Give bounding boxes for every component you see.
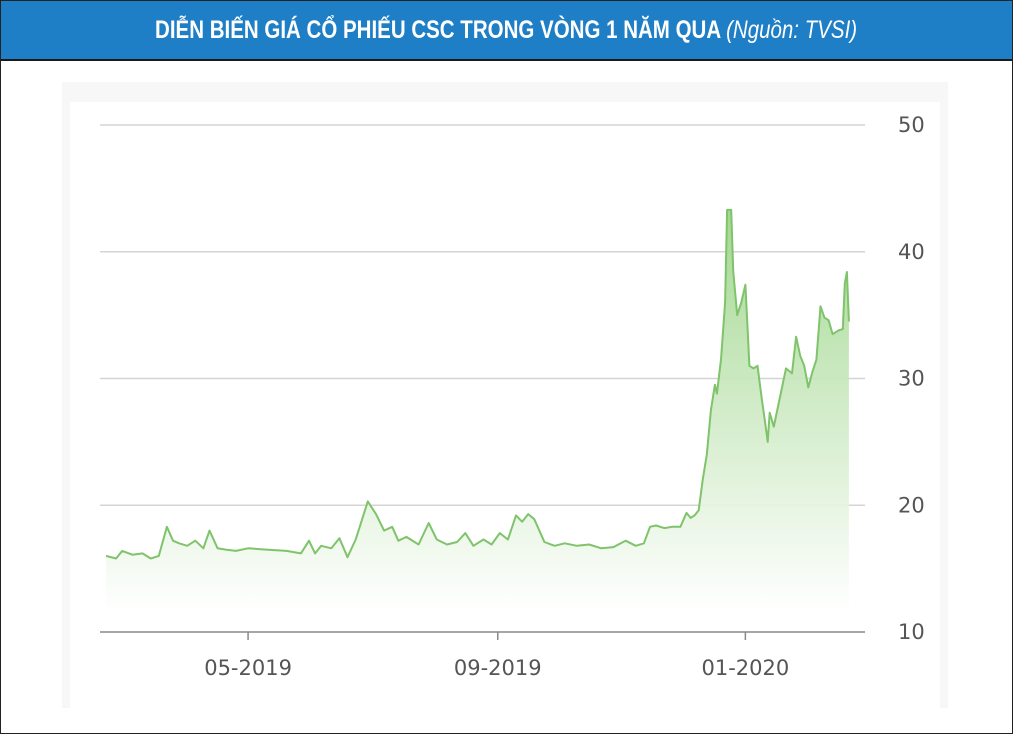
y-axis-ticks: 10 20 30 40 50 — [898, 113, 925, 644]
y-tick-label: 20 — [898, 493, 925, 517]
y-tick-label: 30 — [898, 367, 925, 391]
price-area-fill — [106, 209, 849, 613]
x-axis-ticks: 05-2019 09-2019 01-2020 — [204, 632, 789, 680]
y-tick-label: 10 — [898, 620, 925, 644]
x-tick-label: 05-2019 — [204, 656, 292, 680]
area-layer — [105, 208, 850, 613]
x-tick-label: 09-2019 — [454, 656, 542, 680]
title-text: DIỄN BIẾN GIÁ CỔ PHIẾU CSC TRONG VÒNG 1 … — [155, 15, 721, 44]
title-banner: DIỄN BIẾN GIÁ CỔ PHIẾU CSC TRONG VÒNG 1 … — [1, 1, 1012, 61]
y-tick-label: 50 — [898, 113, 925, 137]
chart-title: DIỄN BIẾN GIÁ CỔ PHIẾU CSC TRONG VÒNG 1 … — [155, 16, 857, 45]
source-note: (Nguồn: TVSI) — [726, 15, 858, 44]
price-chart: 10 20 30 40 50 05-2019 09-2019 01-2020 — [62, 82, 948, 708]
x-tick-label: 01-2020 — [701, 656, 789, 680]
price-line — [105, 208, 850, 560]
y-tick-label: 40 — [898, 240, 925, 264]
